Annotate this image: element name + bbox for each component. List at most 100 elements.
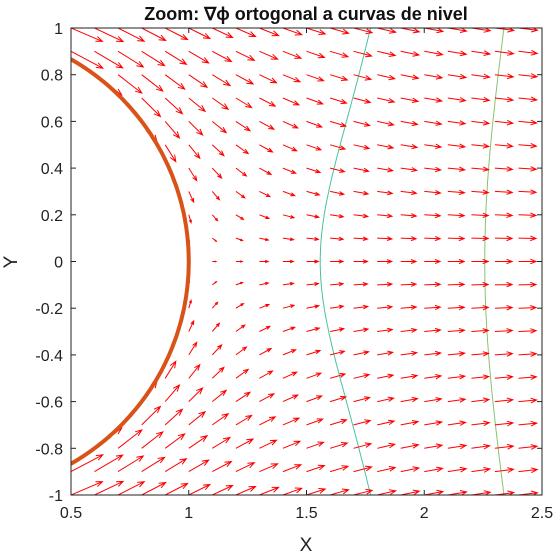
- gradient-arrow: [306, 74, 325, 82]
- gradient-arrow: [164, 74, 186, 90]
- gradient-arrow: [259, 416, 277, 426]
- gradient-arrow: [541, 494, 542, 495]
- gradient-arrow: [377, 74, 397, 81]
- y-tick-label: 0: [54, 255, 63, 272]
- gradient-arrow: [164, 482, 189, 495]
- gradient-arrow: [377, 419, 396, 426]
- gradient-arrow: [377, 97, 396, 104]
- gradient-arrow: [282, 326, 296, 332]
- gradient-arrow: [471, 397, 491, 403]
- gradient-arrow: [424, 374, 443, 380]
- gradient-arrow: [259, 393, 276, 403]
- gradient-arrow: [259, 259, 270, 264]
- gradient-arrow: [377, 466, 397, 473]
- gradient-arrow: [471, 143, 491, 149]
- gradient-arrow: [329, 395, 348, 403]
- gradient-arrow: [282, 487, 304, 495]
- gradient-arrow: [447, 189, 466, 195]
- gradient-arrow: [330, 304, 345, 310]
- gradient-arrow: [518, 212, 538, 218]
- gradient-arrow: [306, 282, 320, 287]
- gradient-arrow: [188, 459, 210, 473]
- gradient-arrow: [353, 167, 370, 173]
- gradient-arrow: [424, 489, 445, 495]
- gradient-arrow: [164, 144, 177, 163]
- gradient-arrow: [306, 372, 323, 379]
- gradient-arrow: [259, 237, 270, 242]
- gradient-arrow: [282, 97, 301, 106]
- gradient-arrow: [447, 420, 467, 426]
- gradient-arrow: [353, 419, 372, 426]
- gradient-arrow: [471, 467, 492, 473]
- gradient-arrow: [447, 50, 468, 57]
- gradient-arrow: [424, 120, 443, 126]
- gradient-arrow: [424, 97, 444, 103]
- gradient-arrow: [424, 397, 443, 403]
- gradient-arrow: [541, 471, 542, 472]
- gradient-arrow: [353, 304, 370, 310]
- gradient-arrow: [424, 28, 445, 34]
- gradient-arrow: [259, 74, 278, 84]
- gradient-arrow: [282, 120, 300, 129]
- gradient-arrow: [518, 166, 538, 172]
- gradient-arrow: [494, 96, 515, 103]
- gradient-arrow: [541, 214, 542, 216]
- x-axis-ticks: 0.5 1 1.5 2 2.5: [60, 28, 553, 522]
- gradient-arrow: [494, 351, 514, 357]
- gradient-arrow: [353, 442, 373, 449]
- gradient-arrow: [141, 97, 162, 118]
- gradient-arrow: [353, 488, 374, 495]
- gradient-arrow: [259, 304, 271, 309]
- gradient-arrow: [188, 410, 207, 426]
- gradient-arrow: [235, 190, 246, 199]
- gradient-arrow: [188, 74, 209, 88]
- gradient-arrow: [542, 259, 558, 264]
- gradient-arrow: [541, 284, 542, 285]
- gradient-arrow: [164, 28, 189, 41]
- gradient-arrow: [188, 319, 195, 332]
- gradient-arrow: [400, 97, 420, 103]
- gradient-arrow: [518, 73, 539, 79]
- gradient-arrow: [211, 301, 219, 309]
- gradient-arrow: [282, 371, 298, 379]
- gradient-arrow: [211, 191, 221, 201]
- gradient-arrow: [282, 190, 296, 197]
- gradient-arrow: [541, 74, 542, 76]
- gradient-arrow: [71, 28, 104, 42]
- gradient-arrow: [424, 258, 442, 265]
- gradient-arrow: [377, 350, 395, 356]
- gradient-arrow: [282, 167, 297, 174]
- gradient-arrow: [518, 328, 538, 334]
- gradient-arrow: [306, 97, 324, 105]
- gradient-arrow: [424, 50, 444, 57]
- gradient-arrow: [212, 413, 230, 426]
- gradient-arrow: [235, 144, 250, 155]
- gradient-arrow: [424, 350, 443, 357]
- gradient-arrow: [329, 167, 346, 173]
- gradient-arrow: [188, 28, 212, 40]
- gradient-arrow: [353, 190, 370, 196]
- gradient-arrow: [494, 420, 515, 427]
- gradient-arrow: [282, 74, 302, 83]
- gradient-arrow: [353, 282, 369, 287]
- gradient-arrow: [353, 327, 370, 333]
- gradient-arrow: [282, 259, 295, 264]
- gradient-arrow: [424, 327, 442, 334]
- gradient-arrow: [400, 443, 420, 449]
- gradient-arrow: [212, 260, 218, 263]
- gradient-arrow: [282, 349, 297, 356]
- gradient-arrow: [282, 440, 302, 449]
- y-tick-label: -1: [49, 488, 63, 505]
- gradient-arrow: [259, 144, 274, 153]
- gradient-arrow: [330, 282, 345, 287]
- gradient-arrow: [541, 238, 542, 239]
- gradient-arrow: [188, 435, 209, 449]
- gradient-arrow: [259, 439, 278, 449]
- gradient-arrow: [188, 50, 210, 64]
- gradient-arrow: [353, 144, 371, 150]
- gradient-arrow: [164, 50, 188, 66]
- gradient-arrow: [211, 237, 218, 243]
- gradient-arrow: [494, 189, 514, 195]
- gradient-arrow: [141, 28, 167, 42]
- gradient-arrow: [211, 167, 223, 179]
